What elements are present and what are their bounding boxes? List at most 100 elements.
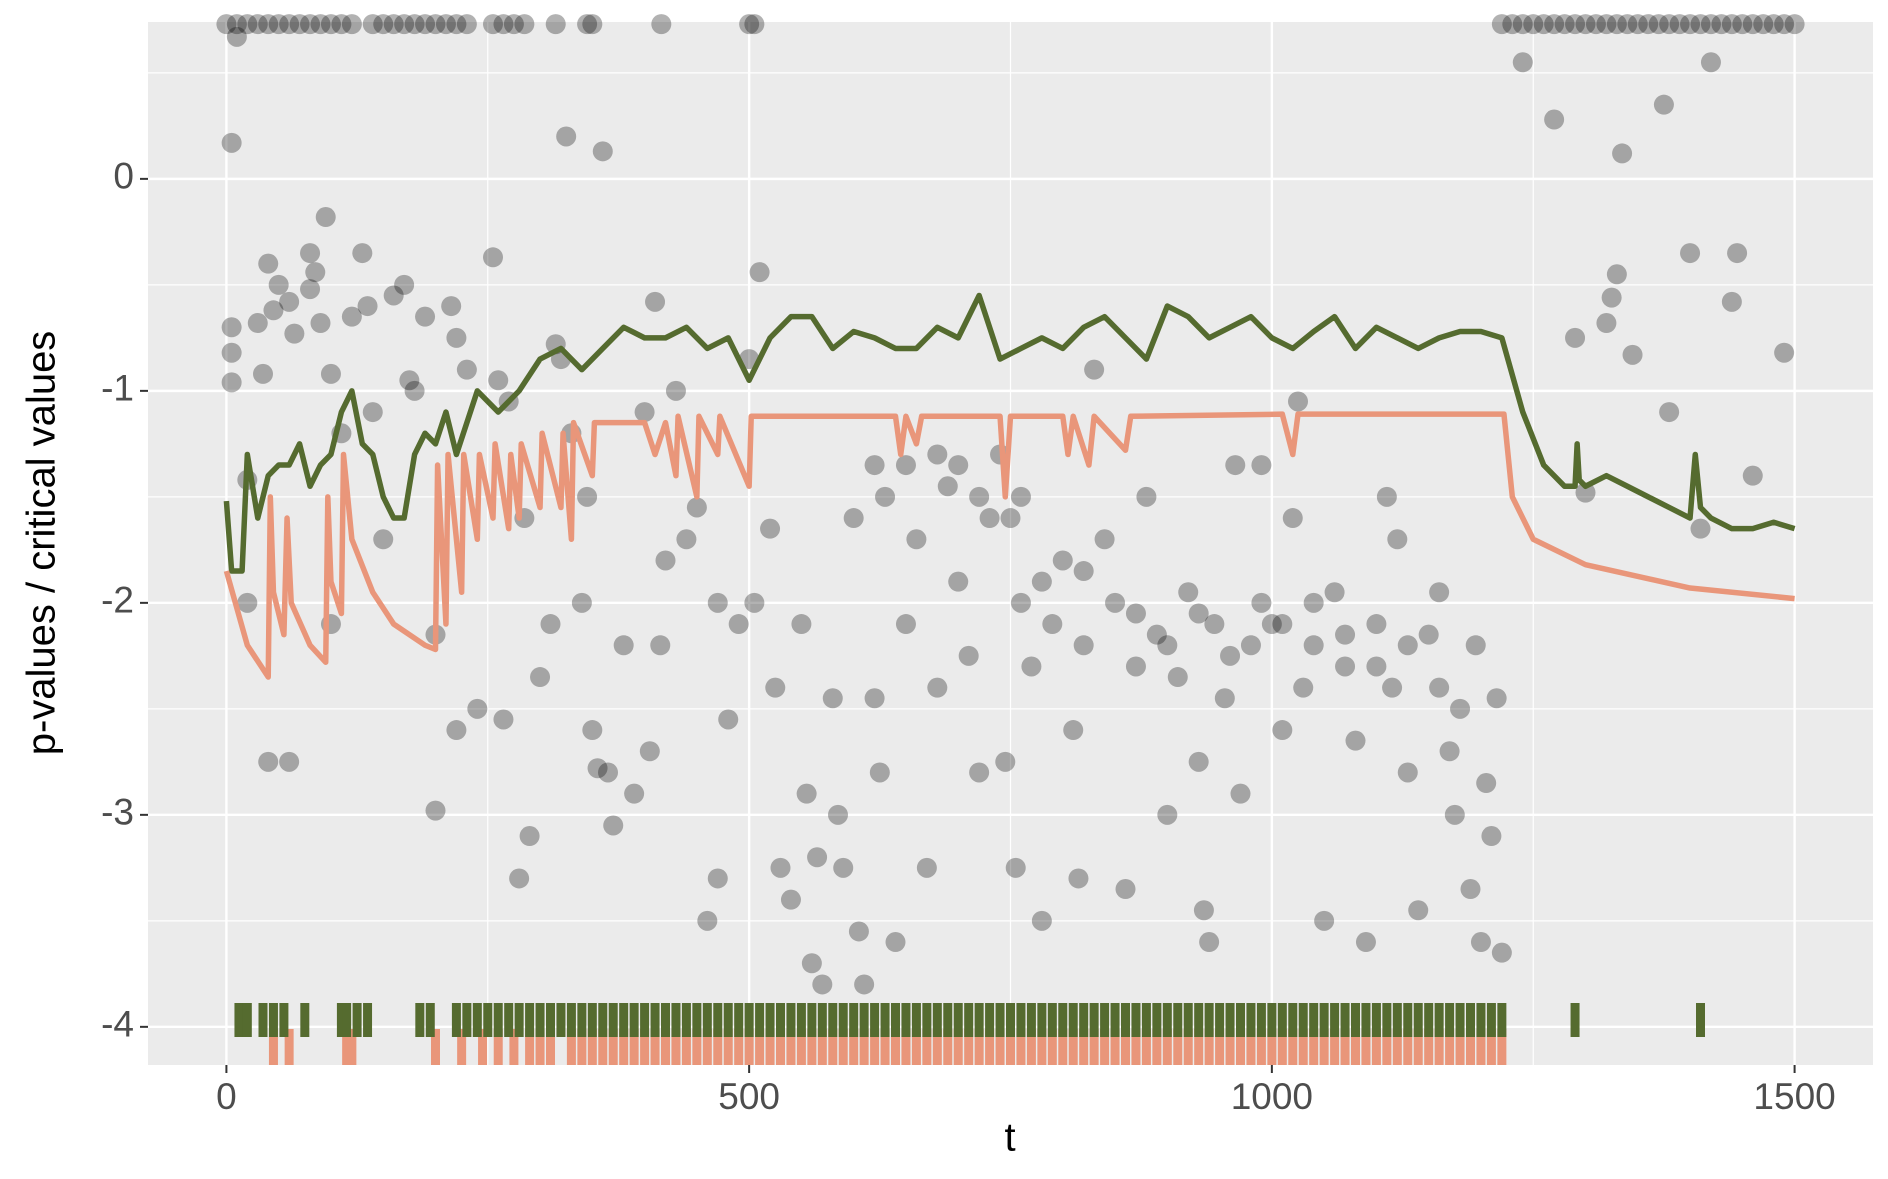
point [1288, 391, 1308, 412]
point [1303, 592, 1324, 613]
point [1523, 14, 1544, 35]
point [885, 932, 906, 953]
point [1261, 614, 1282, 635]
point [937, 476, 958, 497]
point [258, 751, 279, 772]
point [509, 868, 530, 889]
point [760, 518, 781, 539]
point [1084, 359, 1105, 380]
point [969, 762, 990, 783]
y-tick-label: -4 [101, 1004, 134, 1045]
point [1700, 14, 1721, 35]
point [1303, 635, 1324, 656]
point [1063, 720, 1084, 741]
point [979, 508, 1000, 529]
point [1669, 14, 1690, 35]
point [948, 455, 969, 476]
point [1606, 264, 1627, 285]
point [1324, 582, 1345, 603]
point [1763, 14, 1784, 35]
point [655, 550, 676, 571]
point [456, 14, 477, 35]
point [1476, 773, 1497, 794]
point [749, 262, 770, 283]
point [1700, 52, 1721, 73]
point [1293, 677, 1314, 698]
point [1622, 344, 1643, 365]
point [540, 614, 561, 635]
point [807, 847, 828, 868]
point [1491, 942, 1512, 963]
point [1010, 486, 1031, 507]
point [305, 262, 326, 283]
point [1178, 582, 1199, 603]
point [1596, 313, 1617, 334]
point [744, 14, 765, 35]
point [362, 402, 383, 423]
point [848, 921, 869, 942]
point [624, 783, 645, 804]
point [467, 698, 488, 719]
point [1742, 465, 1763, 486]
point [493, 14, 514, 35]
point [284, 323, 305, 344]
point [958, 645, 979, 666]
point [237, 14, 258, 35]
point [1690, 518, 1711, 539]
line [223, 411, 1795, 680]
point [1021, 656, 1042, 677]
point [216, 14, 237, 35]
point [545, 14, 566, 35]
point [603, 815, 624, 836]
point [582, 14, 603, 35]
point [1575, 14, 1596, 35]
point [854, 974, 875, 995]
point [822, 688, 843, 709]
point [634, 402, 655, 423]
point [1627, 14, 1648, 35]
y-axis-title: p-values / critical values [20, 331, 64, 756]
point [1575, 482, 1596, 503]
point [1010, 592, 1031, 613]
point [221, 132, 242, 153]
point [948, 571, 969, 592]
point [1188, 603, 1209, 624]
point [1711, 14, 1732, 35]
point [1042, 614, 1063, 635]
point [483, 247, 503, 268]
point [258, 14, 279, 35]
point [1617, 14, 1638, 35]
point [791, 614, 812, 635]
point [1418, 624, 1439, 645]
point [383, 14, 404, 35]
y-tick-label: -1 [101, 368, 134, 409]
point [1429, 677, 1450, 698]
point [519, 826, 540, 847]
point [582, 720, 603, 741]
point [1486, 688, 1507, 709]
point [383, 285, 404, 306]
point [1544, 109, 1565, 130]
point [1031, 571, 1052, 592]
point [697, 910, 718, 931]
x-tick-label: 500 [718, 1076, 780, 1117]
point [1366, 656, 1387, 677]
point [1429, 582, 1450, 603]
point [1659, 14, 1680, 35]
point [1188, 751, 1209, 772]
point [331, 14, 352, 35]
point [300, 243, 321, 264]
point [927, 677, 948, 698]
point [1230, 783, 1251, 804]
point [1774, 14, 1795, 35]
point [1125, 603, 1146, 624]
point [221, 317, 242, 338]
point [613, 635, 634, 656]
point [1721, 291, 1742, 312]
point [1146, 624, 1167, 645]
point [415, 306, 436, 327]
point [1052, 550, 1073, 571]
point [1199, 932, 1220, 953]
point [258, 253, 279, 274]
